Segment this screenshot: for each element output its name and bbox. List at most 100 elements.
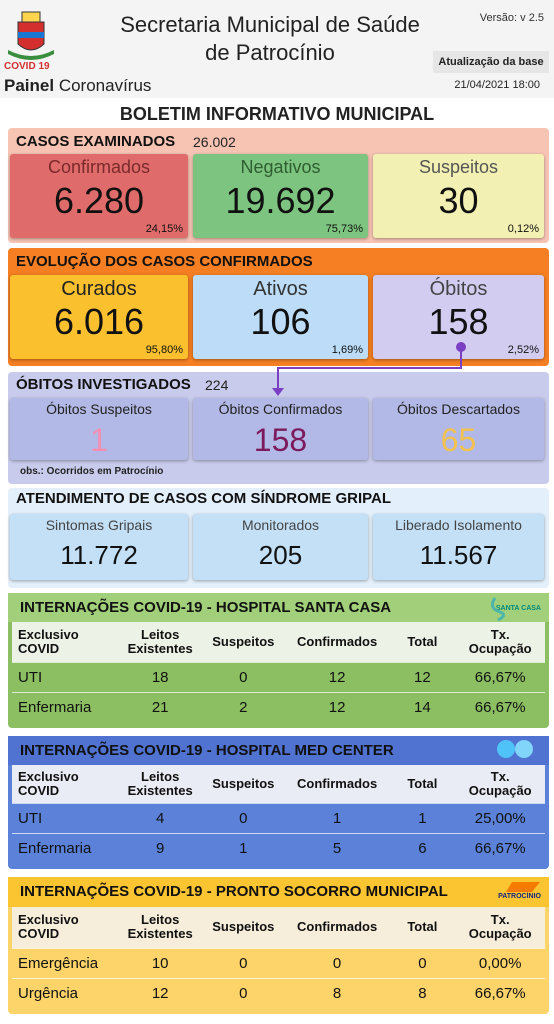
section-title: ÓBITOS INVESTIGADOS	[16, 376, 191, 393]
card-pct: 75,73%	[325, 223, 363, 235]
card-value: 158	[428, 301, 489, 342]
card-value: 205	[258, 540, 303, 570]
card-value: 19.692	[225, 180, 336, 221]
card-value: 158	[253, 422, 308, 458]
cell: 21	[118, 691, 202, 722]
cell: 0	[201, 977, 285, 1008]
column-header: Exclusivo COVID	[18, 626, 79, 656]
cell: 12	[389, 661, 456, 692]
card-pct: 24,15%	[145, 223, 183, 235]
hospital-title-bar	[8, 593, 549, 622]
hospital-title: INTERNAÇÕES COVID-19 - HOSPITAL MED CENT…	[20, 742, 394, 759]
hospital-table-wrap: Exclusivo COVID Leitos Existentes Suspeito…	[12, 907, 545, 1008]
card-label: Liberado Isolamento	[395, 517, 522, 533]
cell: 9	[118, 832, 202, 863]
cell: 66,67%	[455, 977, 545, 1008]
column-header: Confirmados	[297, 775, 378, 791]
column-header: Leitos Existentes	[127, 912, 193, 942]
card-pct: 2,52%	[507, 344, 539, 356]
card-label: Óbitos Descartados	[397, 401, 520, 417]
cell: 0	[201, 947, 285, 978]
hospital-panel: INTERNAÇÕES COVID-19 - HOSPITAL SANTA CA…	[8, 593, 549, 728]
cell: 0,00%	[455, 947, 545, 978]
card-value: 106	[250, 301, 311, 342]
logo-caption: COVID 19	[4, 61, 50, 72]
cell: 4	[118, 802, 202, 833]
title-line1: Secretaria Municipal de Saúde	[120, 12, 420, 37]
data-row: UTI 18 0 12 12 66,67%	[12, 661, 545, 692]
stat-card: Óbitos 158 2,52%	[373, 275, 544, 359]
column-header: Suspeitos	[212, 633, 275, 649]
stat-card: Confirmados 6.280 24,15%	[10, 154, 188, 238]
cell: Enfermaria	[12, 691, 119, 722]
column-header: Exclusivo COVID	[18, 768, 79, 798]
cell: 66,67%	[455, 691, 545, 722]
cell: 5	[284, 832, 390, 863]
hospital-title: INTERNAÇÕES COVID-19 - HOSPITAL SANTA CA…	[20, 599, 392, 616]
column-header: Confirmados	[297, 633, 378, 649]
card-value: 6.280	[53, 180, 145, 221]
stat-card: Óbitos Confirmados 158	[193, 398, 368, 460]
panel-bold: Painel	[4, 76, 55, 95]
hospital-table-wrap: Exclusivo COVID Leitos Existentes Suspeito…	[12, 622, 545, 722]
stat-card: Ativos 106 1,69%	[193, 275, 368, 359]
hospital-logo-text: PATROCÍNIO	[498, 893, 541, 900]
cell: Urgência	[12, 977, 119, 1008]
hospital-title-bar	[8, 736, 549, 765]
hospital-panel: INTERNAÇÕES COVID-19 - PRONTO SOCORRO MU…	[8, 877, 549, 1014]
panel-label: Painel Coronavírus	[4, 76, 151, 96]
cell: 0	[284, 947, 390, 978]
cell: 12	[118, 977, 202, 1008]
card-label: Ativos	[253, 278, 308, 300]
column-header: Confirmados	[297, 919, 378, 935]
hospital-table: Exclusivo COVID Leitos Existentes Suspeito…	[12, 765, 545, 863]
cell: 1	[201, 832, 285, 863]
cell: 6	[389, 832, 456, 863]
stat-card: Monitorados 205	[193, 514, 368, 580]
hospital-title-bar	[8, 877, 549, 907]
title-line2: de Patrocínio	[205, 40, 335, 65]
column-header: Tx. Ocupação	[468, 768, 532, 798]
column-header: Total	[407, 775, 438, 791]
card-value: 65	[440, 422, 477, 458]
cell: UTI	[12, 802, 119, 833]
cell: 14	[389, 691, 456, 722]
card-pct: 0,12%	[507, 223, 539, 235]
cell: 12	[284, 661, 390, 692]
header-row: Exclusivo COVID Leitos Existentes Suspeito…	[12, 622, 545, 662]
cell: Emergência	[12, 947, 119, 978]
bulletin-title: BOLETIM INFORMATIVO MUNICIPAL	[119, 104, 435, 124]
update-date: 21/04/2021 18:00	[454, 79, 540, 91]
card-pct: 1,69%	[331, 344, 363, 356]
card-label: Monitorados	[241, 517, 320, 533]
data-row: Enfermaria 21 2 12 14 66,67%	[12, 691, 545, 722]
cell: 25,00%	[455, 802, 545, 833]
cell: 66,67%	[455, 661, 545, 692]
card-label: Confirmados	[47, 157, 151, 177]
card-label: Óbitos	[429, 278, 488, 300]
hospital-logo-text: SANTA CASA	[495, 605, 541, 612]
card-label: Suspeitos	[418, 157, 499, 177]
stat-card: Curados 6.016 95,80%	[10, 275, 188, 359]
cell: 10	[118, 947, 202, 978]
cell: 0	[201, 802, 285, 833]
card-label: Óbitos Confirmados	[218, 401, 343, 417]
hospital-table: Exclusivo COVID Leitos Existentes Suspeito…	[12, 622, 545, 722]
stat-card: Óbitos Suspeitos 1	[10, 398, 188, 460]
card-label: Óbitos Suspeitos	[46, 401, 152, 417]
card-label: Sintomas Gripais	[45, 517, 153, 533]
card-value: 6.016	[53, 301, 145, 342]
cell: 1	[389, 802, 456, 833]
stat-card: Liberado Isolamento 11.567	[373, 514, 544, 580]
card-value: 11.772	[60, 540, 138, 570]
column-header: Suspeitos	[212, 775, 275, 791]
cell: 0	[201, 661, 285, 692]
data-row: UTI 4 0 1 1 25,00%	[12, 802, 545, 833]
cell: 0	[389, 947, 456, 978]
hospital-title: INTERNAÇÕES COVID-19 - PRONTO SOCORRO MU…	[20, 883, 448, 900]
section-title: CASOS EXAMINADOS	[16, 133, 176, 150]
note: obs.: Ocorridos em Patrocínio	[20, 466, 164, 477]
header-row: Exclusivo COVID Leitos Existentes Suspeito…	[12, 765, 545, 803]
stat-card: Suspeitos 30 0,12%	[373, 154, 544, 238]
